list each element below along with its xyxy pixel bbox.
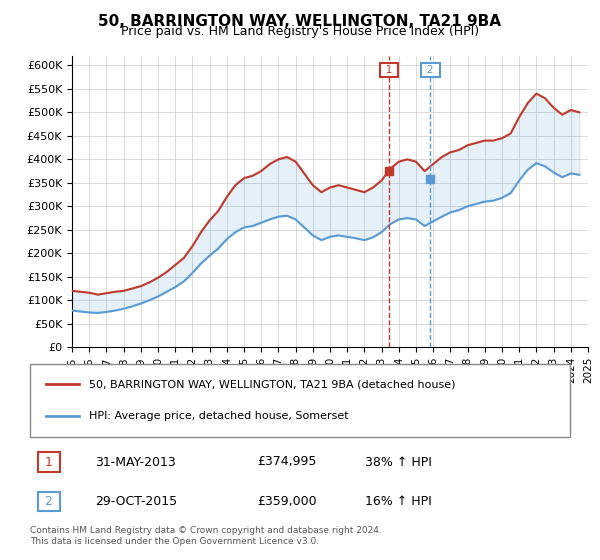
Text: 2: 2 — [41, 494, 56, 508]
Text: Price paid vs. HM Land Registry's House Price Index (HPI): Price paid vs. HM Land Registry's House … — [121, 25, 479, 38]
Text: 31-MAY-2013: 31-MAY-2013 — [95, 455, 176, 469]
Text: 16% ↑ HPI: 16% ↑ HPI — [365, 494, 431, 508]
Text: 1: 1 — [382, 65, 396, 75]
Text: £359,000: £359,000 — [257, 494, 316, 508]
Text: Contains HM Land Registry data © Crown copyright and database right 2024.
This d: Contains HM Land Registry data © Crown c… — [30, 526, 382, 546]
FancyBboxPatch shape — [30, 364, 570, 437]
Text: 1: 1 — [41, 455, 56, 469]
Text: 50, BARRINGTON WAY, WELLINGTON, TA21 9BA: 50, BARRINGTON WAY, WELLINGTON, TA21 9BA — [98, 14, 502, 29]
Text: £374,995: £374,995 — [257, 455, 316, 469]
Text: 38% ↑ HPI: 38% ↑ HPI — [365, 455, 431, 469]
Text: 29-OCT-2015: 29-OCT-2015 — [95, 494, 177, 508]
Text: HPI: Average price, detached house, Somerset: HPI: Average price, detached house, Some… — [89, 412, 349, 422]
Text: 2: 2 — [423, 65, 437, 75]
Text: 50, BARRINGTON WAY, WELLINGTON, TA21 9BA (detached house): 50, BARRINGTON WAY, WELLINGTON, TA21 9BA… — [89, 379, 456, 389]
